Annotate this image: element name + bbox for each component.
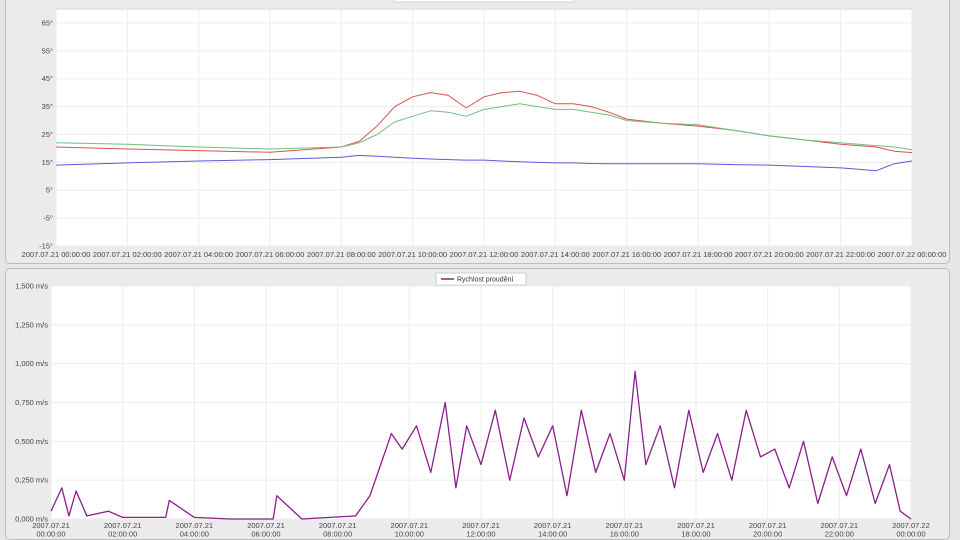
x-tick-label: 2007.07.21 10:00:00	[378, 250, 447, 259]
x-tick-label: 04:00:00	[180, 530, 209, 539]
legend-box	[393, 0, 575, 3]
y-tick-label: 5°	[46, 186, 53, 195]
x-tick-label: 2007.07.21 04:00:00	[164, 250, 233, 259]
temperature-chart-panel: 65° 55° 45° 35° 25° 15° 5° -5° -15° 2007.07.21 00…	[5, 0, 950, 264]
x-tick-label: 2007.07.21 16:00:00	[592, 250, 661, 259]
x-tick-label: 2007.07.21	[391, 521, 429, 530]
temperature-chart: 65° 55° 45° 35° 25° 15° 5° -5° -15°2007.07.21 00…	[22, 0, 947, 259]
x-tick-label: 2007.07.21 14:00:00	[521, 250, 590, 259]
y-tick-label: 55°	[42, 46, 53, 55]
x-tick-label: 2007.07.21 12:00:00	[450, 250, 519, 259]
x-tick-label: 12:00:00	[466, 530, 495, 539]
series-line-3	[55, 154, 913, 172]
x-tick-label: 2007.07.21	[677, 521, 715, 530]
y-tick-label: 0,750 m/s	[15, 398, 48, 407]
x-tick-label: 2007.07.21	[247, 521, 285, 530]
legend-entry: Rychlost proudění	[457, 277, 513, 284]
x-tick-label: 2007.07.21	[104, 521, 142, 530]
x-tick-label: 2007.07.21	[319, 521, 357, 530]
y-tick-label: -15°	[39, 242, 53, 251]
x-tick-label: 2007.07.21	[606, 521, 644, 530]
x-tick-label: 16:00:00	[610, 530, 639, 539]
legend: Rychlost proudění	[435, 272, 527, 286]
y-tick-label: 25°	[42, 130, 53, 139]
x-tick-label: 2007.07.21 00:00:00	[22, 250, 91, 259]
flow-speed-chart-panel: 1,500 m/s 1,250 m/s 1,000 m/s 0,750 m/s 0,50…	[5, 268, 950, 540]
legend-box	[435, 272, 527, 286]
y-tick-label: 1,000 m/s	[15, 359, 48, 368]
x-tick-label: 00:00:00	[896, 530, 925, 539]
x-tick-label: 2007.07.21 02:00:00	[93, 250, 162, 259]
x-tick-label: 2007.07.21	[32, 521, 70, 530]
x-tick-label: 06:00:00	[251, 530, 280, 539]
x-tick-label: 2007.07.21	[534, 521, 572, 530]
x-tick-label: 18:00:00	[681, 530, 710, 539]
y-tick-label: 0,500 m/s	[15, 437, 48, 446]
x-tick-label: 02:00:00	[108, 530, 137, 539]
series-line-1	[50, 370, 912, 520]
x-tick-label: 2007.07.21 08:00:00	[307, 250, 376, 259]
y-tick-label: 45°	[42, 74, 53, 83]
y-tick-label: 1,250 m/s	[15, 320, 48, 329]
x-tick-label: 00:00:00	[36, 530, 65, 539]
x-tick-label: 2007.07.21	[176, 521, 214, 530]
x-tick-label: 2007.07.22 00:00:00	[878, 250, 947, 259]
x-tick-label: 14:00:00	[538, 530, 567, 539]
x-tick-label: 2007.07.21 06:00:00	[236, 250, 305, 259]
x-tick-label: 2007.07.21 22:00:00	[806, 250, 875, 259]
x-tick-label: 2007.07.21 18:00:00	[664, 250, 733, 259]
y-tick-label: 0,250 m/s	[15, 476, 48, 485]
y-tick-label: 0,000 m/s	[15, 515, 48, 524]
x-tick-label: 22:00:00	[825, 530, 854, 539]
series-line-2	[55, 103, 913, 151]
x-tick-label: 20:00:00	[753, 530, 782, 539]
x-tick-label: 2007.07.21 20:00:00	[735, 250, 804, 259]
x-tick-label: 2007.07.21	[462, 521, 500, 530]
y-tick-label: 65°	[42, 18, 53, 27]
y-tick-label: 15°	[42, 158, 53, 167]
y-tick-label: 1,500 m/s	[15, 282, 48, 291]
x-tick-label: 08:00:00	[323, 530, 352, 539]
x-tick-label: 2007.07.21	[821, 521, 859, 530]
x-tick-label: 2007.07.22	[892, 521, 930, 530]
x-tick-label: 2007.07.21	[749, 521, 787, 530]
y-tick-label: -5°	[43, 214, 53, 223]
flow-speed-chart: 1,500 m/s 1,250 m/s 1,000 m/s 0,750 m/s 0,50…	[15, 272, 930, 539]
y-tick-label: 35°	[42, 102, 53, 111]
x-tick-label: 10:00:00	[395, 530, 424, 539]
